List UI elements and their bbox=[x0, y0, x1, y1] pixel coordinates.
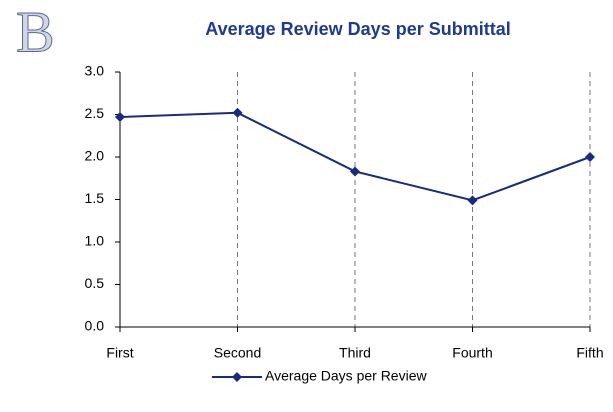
x-tick-label: Third bbox=[339, 345, 371, 361]
y-tick-label: 1.5 bbox=[85, 190, 105, 206]
y-tick-label: 0.5 bbox=[85, 275, 105, 291]
marker bbox=[467, 195, 478, 206]
marker bbox=[585, 152, 595, 162]
y-tick-label: 2.0 bbox=[85, 148, 105, 164]
y-tick-label: 0.0 bbox=[85, 318, 105, 334]
y-tick-label: 1.0 bbox=[85, 233, 105, 249]
x-tick-label: Fourth bbox=[452, 345, 492, 361]
x-tick-label: Fifth bbox=[576, 345, 603, 361]
marker bbox=[350, 166, 360, 177]
badge: B bbox=[16, 0, 55, 64]
marker bbox=[232, 107, 243, 118]
x-tick-label: First bbox=[106, 345, 133, 361]
legend-marker bbox=[232, 372, 242, 382]
y-tick-label: 3.0 bbox=[85, 63, 105, 79]
legend-label: Average Days per Review bbox=[265, 368, 427, 384]
y-tick-label: 2.5 bbox=[85, 105, 105, 121]
x-tick-label: Second bbox=[214, 345, 261, 361]
marker bbox=[115, 112, 125, 123]
chart-title: Average Review Days per Submittal bbox=[205, 19, 510, 39]
